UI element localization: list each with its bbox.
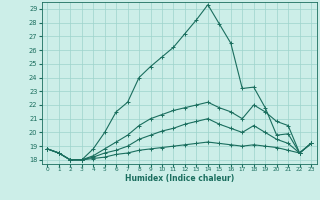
X-axis label: Humidex (Indice chaleur): Humidex (Indice chaleur) <box>124 174 234 183</box>
